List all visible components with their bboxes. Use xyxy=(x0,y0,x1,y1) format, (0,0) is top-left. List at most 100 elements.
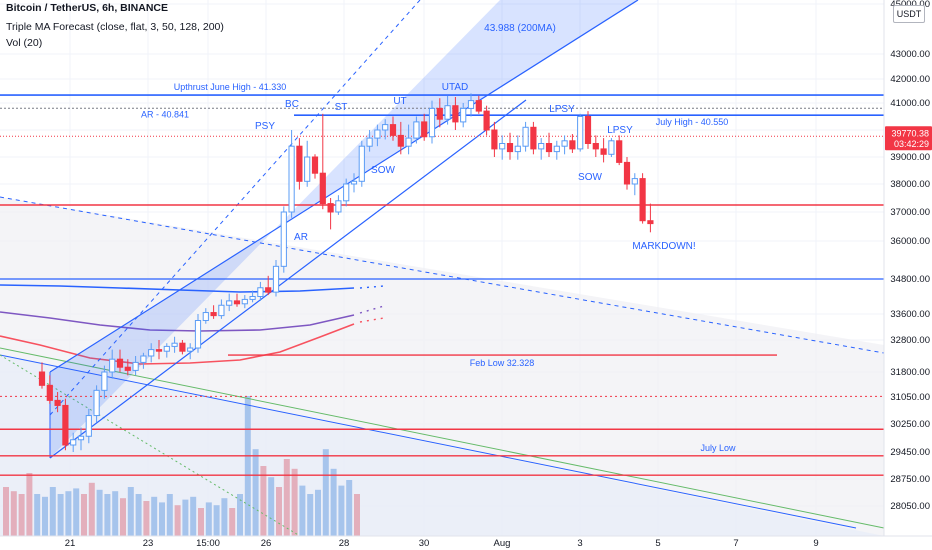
time-tick-label: 9 xyxy=(813,538,818,549)
candle-body xyxy=(233,300,241,305)
candle xyxy=(124,359,131,376)
candle-body xyxy=(467,100,475,109)
candle-body xyxy=(163,345,170,352)
time-tick-label: 21 xyxy=(65,538,76,549)
volume-bar xyxy=(276,487,282,536)
candle-body xyxy=(514,145,521,153)
candle-body xyxy=(561,140,568,147)
candle-body xyxy=(304,156,311,182)
candle-body xyxy=(436,107,443,120)
candle-body xyxy=(280,211,287,267)
candle xyxy=(592,135,599,157)
candle xyxy=(428,100,436,144)
candle xyxy=(233,293,241,307)
currency-badge[interactable]: USDT xyxy=(893,5,925,23)
time-axis[interactable]: 21 23 15:00 26 28 30 Aug 3 5 7 9 xyxy=(0,535,932,550)
candle xyxy=(467,93,475,117)
volume-bar xyxy=(244,396,251,536)
price-tick-label: 28050.00 xyxy=(890,501,930,512)
volume-bar xyxy=(205,502,212,536)
candle-body xyxy=(171,342,178,347)
price-tick-label: 30250.00 xyxy=(890,419,930,430)
candle-body xyxy=(335,200,342,213)
volume-bar xyxy=(65,491,72,536)
candle-body xyxy=(343,183,350,202)
price-axis[interactable]: 45000.0043000.0042000.0041000.0040000.00… xyxy=(883,0,932,550)
candle xyxy=(187,343,194,360)
candle xyxy=(343,178,350,207)
candle xyxy=(561,135,568,155)
price-tag-countdown: 03:42:29 xyxy=(894,139,929,149)
annotation-label: PSY xyxy=(255,121,275,132)
candle xyxy=(600,138,607,163)
candle-body xyxy=(444,105,451,120)
candle xyxy=(163,343,170,358)
candle xyxy=(436,98,443,128)
annotation-label: SOW xyxy=(578,172,602,183)
annotation-label: MARKDOWN! xyxy=(632,241,695,252)
candle xyxy=(132,356,139,376)
volume-bar xyxy=(159,502,165,536)
candle-body xyxy=(179,342,186,352)
time-tick-label: 23 xyxy=(143,538,154,549)
price-tick-label: 37000.00 xyxy=(890,207,930,218)
volume-bar xyxy=(10,491,17,536)
candle xyxy=(226,293,233,312)
candle xyxy=(538,138,545,160)
candle-body xyxy=(288,145,295,213)
volume-bar xyxy=(229,508,236,536)
volume-bar xyxy=(112,491,119,536)
candle-body xyxy=(124,366,131,371)
candle-body xyxy=(499,143,506,150)
annotation-label: LPSY xyxy=(607,125,633,136)
volume-bar xyxy=(346,480,353,536)
candle xyxy=(179,340,186,355)
candle-body xyxy=(616,140,623,163)
candle xyxy=(62,398,69,451)
volume-bar xyxy=(307,494,314,536)
candle xyxy=(148,343,155,363)
candle-body xyxy=(265,287,272,293)
ma-slow-line xyxy=(0,323,355,365)
volume-bar xyxy=(260,466,267,536)
time-tick-label: 26 xyxy=(261,538,272,549)
candle-body xyxy=(623,161,631,185)
price-tick-label: 42000.00 xyxy=(890,74,930,85)
indicator-legend-volume[interactable]: Vol (20) xyxy=(6,37,43,49)
volume-bar xyxy=(213,505,220,536)
volume-bar xyxy=(73,488,80,536)
candle xyxy=(249,290,256,303)
volume-bar xyxy=(291,468,298,536)
symbol-title[interactable]: Bitcoin / TetherUS, 6h, BINANCE xyxy=(6,2,168,14)
candle-body xyxy=(241,298,248,305)
price-tick-label: 28750.00 xyxy=(890,474,930,485)
volume-bar xyxy=(135,494,142,536)
time-tick-label: 5 xyxy=(655,538,660,549)
candle-body xyxy=(202,312,209,321)
indicator-legend-ma[interactable]: Triple MA Forecast (close, flat, 3, 50, … xyxy=(6,21,224,33)
annotation-label: AR xyxy=(294,232,308,243)
volume-bar xyxy=(120,498,126,536)
volume-bar xyxy=(174,505,181,536)
price-tag-value: 39770.38 xyxy=(891,129,929,139)
candle xyxy=(304,140,311,187)
candle xyxy=(319,113,326,210)
volume-bar xyxy=(182,499,189,536)
annotation-label: UT xyxy=(393,96,406,107)
volume-bar xyxy=(198,508,204,536)
candle xyxy=(569,134,576,153)
candle xyxy=(288,130,295,218)
volume-bar xyxy=(151,496,158,536)
candle-body xyxy=(148,349,155,357)
candle-body xyxy=(421,121,428,138)
candle-body xyxy=(257,287,264,297)
candle xyxy=(608,138,615,157)
price-tick-label: 31050.00 xyxy=(890,392,930,403)
price-tick-label: 31800.00 xyxy=(890,367,930,378)
volume-bar xyxy=(34,494,41,536)
volume-bar xyxy=(104,494,111,536)
annotation-label: LPSY xyxy=(549,104,575,115)
candle-body xyxy=(600,148,607,155)
candle-body xyxy=(389,124,397,136)
